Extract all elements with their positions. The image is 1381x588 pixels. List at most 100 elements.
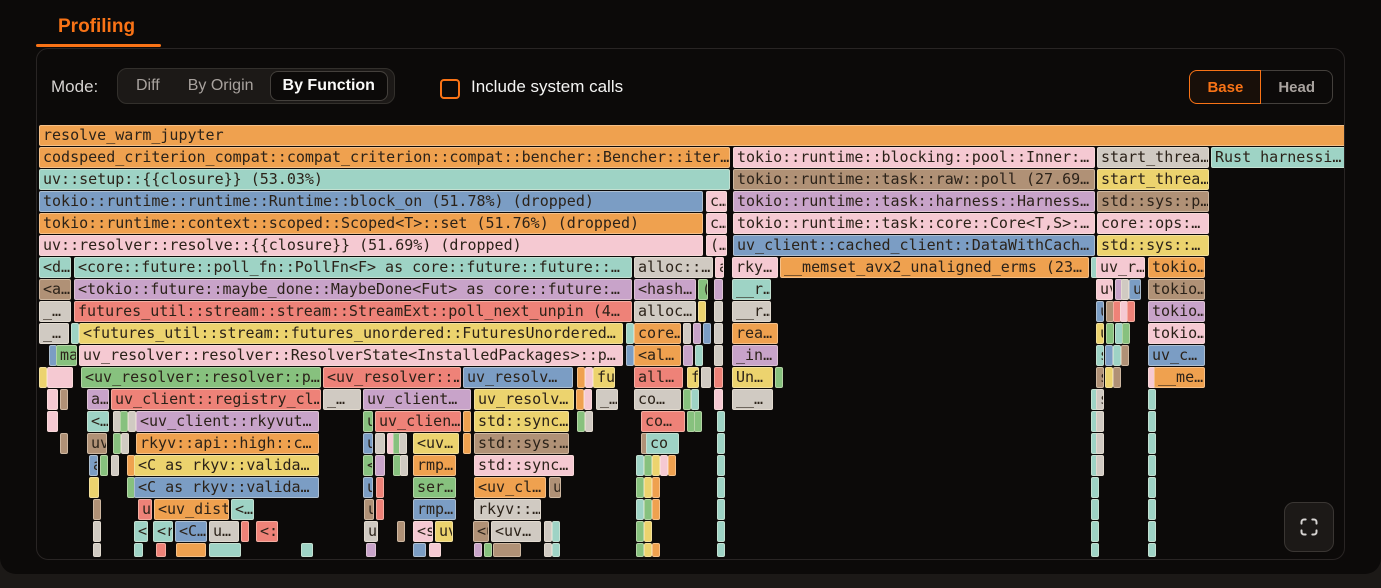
flame-block[interactable]: uv_resolv… bbox=[463, 367, 573, 388]
flame-block[interactable] bbox=[703, 323, 711, 344]
flame-block[interactable]: <:… bbox=[256, 521, 278, 542]
flame-block[interactable] bbox=[636, 543, 644, 557]
flame-block[interactable]: _… bbox=[596, 389, 618, 410]
flame-block[interactable]: (… bbox=[698, 279, 708, 300]
flame-block[interactable]: __… bbox=[732, 389, 773, 410]
flame-block[interactable] bbox=[714, 301, 723, 322]
flame-block[interactable]: tokio… bbox=[1148, 301, 1205, 322]
flame-block[interactable]: u… bbox=[1129, 279, 1141, 300]
flame-block[interactable]: codspeed_criterion_compat::compat_criter… bbox=[39, 147, 730, 168]
flame-block[interactable] bbox=[636, 455, 644, 476]
flame-block[interactable]: tokio::runtime::context::scoped::Scoped<… bbox=[39, 213, 703, 234]
flame-block[interactable] bbox=[463, 433, 471, 454]
flame-block[interactable] bbox=[577, 411, 585, 432]
flame-block[interactable] bbox=[1121, 345, 1129, 366]
flame-block[interactable] bbox=[113, 433, 121, 454]
flame-block[interactable]: std::sys:… bbox=[474, 433, 569, 454]
flame-block[interactable]: <C as rkyv::valida… bbox=[134, 477, 319, 498]
flame-block[interactable] bbox=[1096, 411, 1104, 432]
flame-block[interactable] bbox=[644, 499, 652, 520]
flame-block[interactable] bbox=[484, 543, 492, 557]
flame-block[interactable]: <uv_distr… bbox=[154, 499, 229, 520]
flame-block[interactable] bbox=[1091, 477, 1099, 498]
flame-block[interactable] bbox=[717, 499, 725, 520]
flame-block[interactable]: rkyv::api::high::c… bbox=[136, 433, 319, 454]
flame-block[interactable]: <hash… bbox=[634, 279, 696, 300]
flame-block[interactable] bbox=[585, 367, 593, 388]
flame-block[interactable]: <core::future::poll_fn::PollFn<F> as cor… bbox=[74, 257, 632, 278]
flame-block[interactable]: <… bbox=[231, 499, 254, 520]
flame-block[interactable]: __memset_avx2_unaligned_erms (23… bbox=[780, 257, 1089, 278]
flame-block[interactable]: rky… bbox=[732, 257, 778, 278]
flame-block[interactable] bbox=[375, 455, 385, 476]
flame-block[interactable]: tokio::runtime::task::core::Core<T,S>:… bbox=[733, 213, 1095, 234]
flame-block[interactable]: resolve_warm_jupyter bbox=[39, 125, 1344, 146]
flame-block[interactable] bbox=[47, 411, 58, 432]
flame-block[interactable] bbox=[366, 543, 376, 557]
flame-block[interactable]: co… bbox=[641, 411, 685, 432]
flame-block[interactable] bbox=[584, 389, 592, 410]
flame-block[interactable] bbox=[668, 455, 676, 476]
flame-block[interactable] bbox=[714, 389, 723, 410]
flame-block[interactable] bbox=[71, 323, 79, 344]
mode-option-by-function[interactable]: By Function bbox=[269, 71, 388, 101]
flame-block[interactable] bbox=[209, 543, 241, 557]
flame-block[interactable] bbox=[1121, 279, 1129, 300]
flame-block[interactable]: u bbox=[363, 433, 373, 454]
flame-block[interactable]: c… bbox=[706, 191, 727, 212]
flame-block[interactable]: tokio::runtime::task::harness::Harness… bbox=[733, 191, 1095, 212]
flame-block[interactable] bbox=[626, 323, 634, 344]
flame-block[interactable]: _in… bbox=[732, 345, 778, 366]
flame-block[interactable]: u… bbox=[364, 521, 378, 542]
flame-block[interactable] bbox=[463, 411, 471, 432]
flame-block[interactable]: <s… bbox=[413, 521, 433, 542]
flame-block[interactable] bbox=[585, 411, 593, 432]
flame-block[interactable] bbox=[111, 455, 119, 476]
flame-block[interactable]: tokio::runtime::blocking::pool::Inner:… bbox=[733, 147, 1095, 168]
flame-block[interactable] bbox=[683, 389, 691, 410]
flame-block[interactable]: uv_client… bbox=[363, 389, 471, 410]
flame-block[interactable] bbox=[128, 411, 136, 432]
mode-option-by-origin[interactable]: By Origin bbox=[187, 77, 254, 94]
flame-block[interactable] bbox=[493, 543, 521, 557]
flame-block[interactable] bbox=[1113, 345, 1121, 366]
flame-block[interactable] bbox=[1091, 499, 1099, 520]
flame-block[interactable] bbox=[1105, 367, 1113, 388]
flame-block[interactable] bbox=[714, 323, 723, 344]
flame-block[interactable] bbox=[691, 389, 699, 410]
flame-block[interactable]: uv_r… bbox=[1096, 257, 1145, 278]
flame-block[interactable] bbox=[1127, 301, 1135, 322]
flame-block[interactable] bbox=[60, 389, 68, 410]
flame-block[interactable] bbox=[626, 345, 634, 366]
flame-block[interactable] bbox=[717, 521, 725, 542]
flame-block[interactable]: <C… bbox=[175, 521, 207, 542]
flame-block[interactable]: uv::setup::{{closure}} (53.03%) bbox=[39, 169, 730, 190]
flame-block[interactable]: _… bbox=[39, 301, 71, 322]
flame-block[interactable] bbox=[717, 477, 725, 498]
flame-block[interactable]: <uv_cl… bbox=[474, 477, 546, 498]
flame-block[interactable]: u bbox=[363, 477, 373, 498]
base-button[interactable]: Base bbox=[1189, 70, 1262, 104]
flame-block[interactable]: uv… bbox=[435, 521, 453, 542]
include-system-calls-checkbox[interactable] bbox=[440, 79, 460, 99]
flame-block[interactable]: <… bbox=[363, 455, 373, 476]
flame-block[interactable]: core::ops:… bbox=[1097, 213, 1209, 234]
flame-block[interactable] bbox=[1091, 543, 1099, 557]
flame-block[interactable]: rmp… bbox=[413, 499, 456, 520]
flame-block[interactable] bbox=[1105, 345, 1113, 366]
flame-block[interactable]: __me… bbox=[1154, 367, 1205, 388]
flame-block[interactable] bbox=[701, 367, 711, 388]
flame-block[interactable] bbox=[717, 433, 725, 454]
flame-block[interactable]: uv_client::registry_cl… bbox=[111, 389, 321, 410]
mode-option-diff[interactable]: Diff bbox=[136, 77, 160, 94]
flame-block[interactable] bbox=[652, 477, 660, 498]
flame-block[interactable]: tokio… bbox=[1148, 257, 1205, 278]
flame-block[interactable]: <r… bbox=[153, 521, 173, 542]
flame-block[interactable]: ma… bbox=[56, 345, 77, 366]
flame-block[interactable] bbox=[577, 367, 585, 388]
flame-block[interactable] bbox=[1113, 367, 1121, 388]
flame-block[interactable]: uv_resolver::resolver::ResolverState<Ins… bbox=[79, 345, 623, 366]
flame-block[interactable] bbox=[576, 389, 584, 410]
flame-block[interactable]: std::sync… bbox=[474, 455, 574, 476]
flame-block[interactable]: u bbox=[364, 499, 374, 520]
